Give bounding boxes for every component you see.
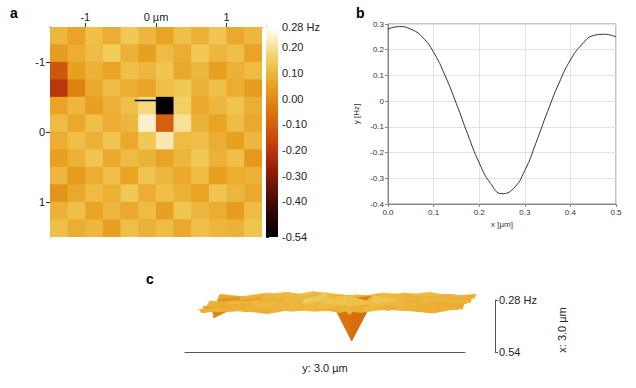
svg-text:0.2: 0.2 [373,45,385,54]
svg-text:0.1: 0.1 [373,71,385,80]
svg-text:0.2: 0.2 [474,208,486,217]
svg-text:0.20: 0.20 [282,41,303,53]
svg-text:-0.4: -0.4 [370,199,384,209]
svg-text:0.1: 0.1 [428,208,440,217]
svg-text:-0.30: -0.30 [282,170,307,182]
svg-text:0.3: 0.3 [519,208,531,217]
svg-text:1: 1 [224,11,230,23]
svg-text:b: b [356,5,365,21]
svg-text:0 µm: 0 µm [144,11,169,23]
svg-text:0: 0 [39,126,45,138]
svg-text:x [µm]: x [µm] [491,220,513,229]
svg-text:-0.40: -0.40 [282,195,307,207]
svg-text:0.00: 0.00 [282,93,303,105]
svg-text:0.10: 0.10 [282,67,303,79]
svg-text:0: 0 [380,97,385,106]
svg-text:-1: -1 [35,56,45,68]
svg-text:-0.20: -0.20 [282,144,307,156]
svg-text:y [Hz]: y [Hz] [352,104,361,124]
svg-text:0.0: 0.0 [382,208,394,217]
svg-text:1: 1 [39,196,45,208]
svg-text:a: a [10,5,18,21]
svg-text:0.28 Hz: 0.28 Hz [499,294,537,306]
svg-text:-0.3: -0.3 [370,174,384,183]
svg-text:0.28 Hz: 0.28 Hz [282,21,320,33]
svg-text:x: 3.0 µm: x: 3.0 µm [556,307,568,352]
svg-text:0.3: 0.3 [373,20,385,29]
svg-text:0.54: 0.54 [499,346,520,358]
svg-text:-0.1: -0.1 [370,122,384,131]
svg-text:-0.2: -0.2 [370,148,384,157]
svg-text:0.5: 0.5 [610,208,622,217]
svg-text:0.4: 0.4 [565,208,577,217]
svg-text:-1: -1 [80,11,90,23]
svg-text:y: 3.0 µm: y: 3.0 µm [302,362,347,374]
svg-text:-0.10: -0.10 [282,118,307,130]
svg-text:c: c [146,271,154,287]
svg-text:-0.54: -0.54 [282,231,307,243]
